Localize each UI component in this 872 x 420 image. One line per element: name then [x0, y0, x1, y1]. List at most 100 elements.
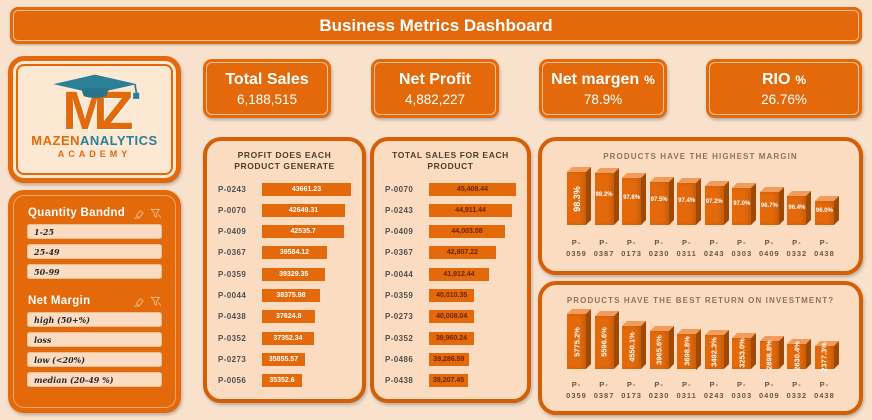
column-bar[interactable]: 4550.1%: [622, 325, 642, 369]
list-row[interactable]: P-0352 37352.34: [218, 331, 351, 345]
filter-icon[interactable]: [150, 296, 161, 307]
column-bar[interactable]: 3698.8%: [677, 333, 697, 369]
column-bar-cell[interactable]: 4550.1%: [619, 314, 644, 369]
list-row[interactable]: P-0367 39584.12: [218, 246, 351, 260]
column-bar-cell[interactable]: 3253.0%: [729, 314, 754, 369]
product-label: P-0438: [385, 376, 414, 386]
column-bar-cell[interactable]: 97.4%: [674, 172, 699, 225]
column-bar[interactable]: 5596.6%: [594, 315, 614, 369]
bar-value-label: 2898.8%: [764, 340, 774, 370]
column-bar[interactable]: 97.0%: [732, 188, 752, 225]
column-bar-cell[interactable]: 5775.2%: [564, 314, 589, 369]
product-label: P-0273: [385, 312, 414, 322]
slicer-item[interactable]: 25-49: [27, 244, 162, 259]
slicer-item[interactable]: low (<20%): [27, 352, 162, 367]
list-row[interactable]: P-0056 35352.6: [218, 374, 351, 388]
column-bar[interactable]: 2898.8%: [759, 340, 779, 370]
bar-value-label: 3253.0%: [737, 338, 747, 369]
product-label: P-0243: [218, 184, 247, 194]
list-row[interactable]: P-0070 42649.31: [218, 203, 351, 217]
list-row[interactable]: P-0273 40,008.04: [385, 310, 516, 324]
column-bar[interactable]: 5775.2%: [567, 314, 586, 369]
category-label: P- 0173: [621, 238, 642, 259]
data-bar: 35352.6: [262, 374, 303, 388]
column-bar-cell[interactable]: 97.8%: [619, 172, 644, 225]
data-bar: 37352.34: [262, 331, 314, 345]
clear-selections-icon[interactable]: [133, 208, 144, 219]
list-row[interactable]: P-0438 37624.8: [218, 310, 351, 324]
column-bar-cell[interactable]: 3492.3%: [702, 314, 727, 369]
column-bar-cell[interactable]: 98.2%: [592, 172, 617, 225]
kpi-value: 6,188,515: [236, 91, 298, 107]
column-bar[interactable]: 97.4%: [677, 183, 697, 225]
column-bar-cell[interactable]: 97.0%: [729, 172, 754, 225]
column-bar[interactable]: 97.5%: [649, 182, 669, 225]
list-row[interactable]: P-0359 39329.35: [218, 267, 351, 281]
list-row[interactable]: P-0352 39,960.24: [385, 331, 516, 345]
category-label: P- 0230: [648, 380, 670, 401]
list-row[interactable]: P-0409 42535.7: [218, 225, 351, 239]
column-bar-cell[interactable]: 98.3%: [564, 172, 589, 225]
column-bar-cell[interactable]: 2898.8%: [757, 314, 782, 370]
list-row[interactable]: P-0044 41,912.44: [385, 267, 516, 281]
list-row[interactable]: P-0243 43661.23: [218, 182, 351, 196]
slicer-item[interactable]: loss: [27, 332, 162, 347]
data-bar: 42,807.22: [429, 246, 496, 260]
column-bar-cell[interactable]: 3698.8%: [674, 314, 699, 369]
product-label: P-0409: [218, 227, 247, 237]
category-label: P- 0173: [621, 380, 642, 401]
column-bar[interactable]: 3492.3%: [704, 335, 724, 369]
list-row[interactable]: P-0486 39,286.59: [385, 353, 516, 367]
list-row[interactable]: P-0359 40,010.35: [385, 289, 516, 303]
product-label: P-0367: [385, 248, 414, 258]
list-row[interactable]: P-0367 42,807.22: [385, 246, 516, 260]
column-bar-cell[interactable]: 2377.3%: [812, 314, 837, 372]
column-bar-cell[interactable]: 96.0%: [812, 172, 837, 225]
column-bar[interactable]: 3253.0%: [732, 337, 752, 369]
column-bar[interactable]: 3965.6%: [649, 331, 669, 369]
slicer-item[interactable]: median (20-49 %): [27, 372, 162, 387]
highest-margin-chart: PRODUCTS HAVE THE HIGHEST MARGIN 98.3% 98…: [538, 137, 863, 275]
slicer-item[interactable]: 50-99: [27, 264, 162, 279]
chart-plot-area: 5775.2% 5596.6% 4550.1% 3965.6% 3698.8% 3492.…: [564, 314, 837, 372]
column-bar[interactable]: 96.4%: [787, 196, 807, 225]
list-row[interactable]: P-0409 44,003.08: [385, 225, 516, 239]
slicer-item[interactable]: high (50+%): [27, 312, 162, 327]
list-row[interactable]: P-0273 35855.57: [218, 353, 351, 367]
column-bar-cell[interactable]: 97.2%: [702, 172, 727, 225]
column-bar[interactable]: 96.7%: [759, 192, 779, 225]
data-bar-value: 37352.34: [273, 334, 303, 342]
bar-value-label: 4550.1%: [627, 332, 637, 363]
filter-icon[interactable]: [150, 208, 161, 219]
column-bar-cell[interactable]: 3965.6%: [647, 314, 672, 369]
column-bar[interactable]: 97.2%: [704, 185, 724, 225]
list-row[interactable]: P-0044 38375.98: [218, 289, 351, 303]
category-label: P- 0332: [786, 238, 808, 259]
chart-category-axis: P- 0359 P- 0387 P- 0173 P- 0230 P- 0311 P- 0243 P- 03…: [564, 380, 837, 402]
column-bar[interactable]: 98.2%: [594, 173, 614, 225]
category-label: P- 0438: [814, 238, 835, 259]
column-bar-cell[interactable]: 5596.6%: [592, 314, 617, 369]
slicer-quantity-band: Quantity Bandnd 1-25 25-49 50-99: [27, 207, 162, 279]
panel-title: PROFIT DOES EACH PRODUCT GENERATE: [213, 150, 356, 173]
list-row[interactable]: P-0070 45,408.44: [385, 182, 516, 196]
column-bar[interactable]: 97.8%: [622, 178, 642, 225]
column-bar-cell[interactable]: 96.4%: [784, 172, 809, 225]
column-bar[interactable]: 2630.4%: [787, 341, 807, 371]
column-bar[interactable]: 96.0%: [814, 201, 834, 225]
product-label: P-0352: [218, 333, 247, 343]
column-bar[interactable]: 2377.3%: [814, 343, 834, 372]
kpi-label: Net Profit: [399, 70, 471, 88]
column-bar-cell[interactable]: 97.5%: [647, 172, 672, 225]
column-bar-cell[interactable]: 96.7%: [757, 172, 782, 225]
data-bar-value: 42535.7: [290, 228, 316, 236]
clear-selections-icon[interactable]: [133, 296, 144, 307]
column-bar-cell[interactable]: 2630.4%: [784, 314, 809, 371]
logo-brand: MAZENANALYTICS: [31, 133, 157, 148]
list-row[interactable]: P-0438 39,207.45: [385, 374, 516, 388]
list-row[interactable]: P-0243 44,911.44: [385, 203, 516, 217]
slicer-item-list: 1-25 25-49 50-99: [27, 224, 162, 279]
slicer-item[interactable]: 1-25: [27, 224, 162, 239]
column-bar[interactable]: 98.3%: [567, 172, 586, 225]
category-label: P- 0387: [593, 238, 615, 259]
